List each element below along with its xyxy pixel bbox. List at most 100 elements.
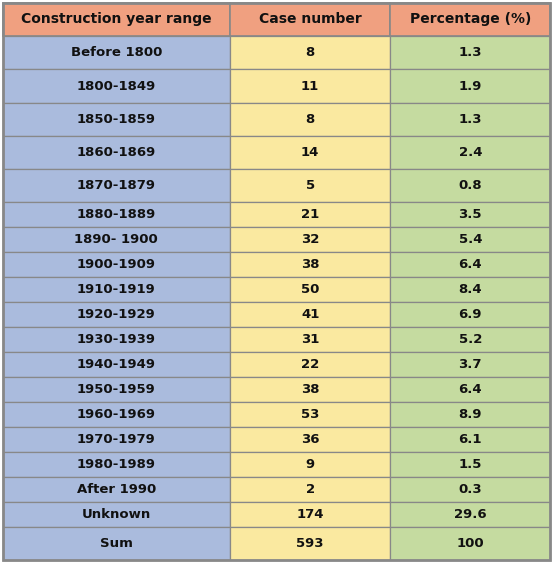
Text: 21: 21 bbox=[301, 208, 319, 221]
Bar bbox=[230, 136, 390, 169]
Text: 8: 8 bbox=[306, 113, 315, 126]
Text: 1860-1869: 1860-1869 bbox=[77, 146, 156, 159]
Bar bbox=[230, 69, 390, 102]
Bar bbox=[230, 427, 390, 452]
Text: 6.1: 6.1 bbox=[458, 433, 482, 446]
Bar bbox=[3, 452, 230, 477]
Bar bbox=[390, 477, 550, 502]
Bar bbox=[230, 302, 390, 327]
Bar bbox=[390, 377, 550, 402]
Bar bbox=[230, 527, 390, 560]
Bar bbox=[3, 3, 230, 36]
Text: 1.3: 1.3 bbox=[458, 113, 482, 126]
Bar bbox=[3, 136, 230, 169]
Bar bbox=[390, 102, 550, 136]
Text: 3.5: 3.5 bbox=[458, 208, 482, 221]
Text: 2.4: 2.4 bbox=[458, 146, 482, 159]
Bar bbox=[390, 302, 550, 327]
Text: 1910-1919: 1910-1919 bbox=[77, 283, 156, 296]
Text: 22: 22 bbox=[301, 358, 319, 371]
Bar bbox=[230, 227, 390, 252]
Bar bbox=[230, 452, 390, 477]
Text: 0.3: 0.3 bbox=[458, 483, 482, 496]
Bar bbox=[390, 502, 550, 527]
Bar bbox=[3, 278, 230, 302]
Bar bbox=[3, 502, 230, 527]
Text: Unknown: Unknown bbox=[82, 508, 151, 521]
Text: 1880-1889: 1880-1889 bbox=[77, 208, 156, 221]
Bar bbox=[230, 377, 390, 402]
Text: 38: 38 bbox=[301, 258, 320, 271]
Text: Sum: Sum bbox=[100, 537, 133, 550]
Text: 5.2: 5.2 bbox=[458, 333, 482, 346]
Text: 1890- 1900: 1890- 1900 bbox=[75, 234, 158, 247]
Text: 1.9: 1.9 bbox=[458, 79, 482, 92]
Text: 38: 38 bbox=[301, 383, 320, 396]
Text: 6.9: 6.9 bbox=[458, 309, 482, 321]
Bar bbox=[3, 477, 230, 502]
Text: 1980-1989: 1980-1989 bbox=[77, 458, 156, 471]
Text: Before 1800: Before 1800 bbox=[71, 46, 162, 59]
Bar bbox=[3, 327, 230, 352]
Bar bbox=[390, 203, 550, 227]
Bar bbox=[390, 427, 550, 452]
Text: 1920-1929: 1920-1929 bbox=[77, 309, 156, 321]
Text: 32: 32 bbox=[301, 234, 319, 247]
Text: 8.4: 8.4 bbox=[458, 283, 482, 296]
Text: 2: 2 bbox=[306, 483, 315, 496]
Text: 5: 5 bbox=[306, 180, 315, 193]
Text: 36: 36 bbox=[301, 433, 320, 446]
Bar bbox=[390, 227, 550, 252]
Bar bbox=[3, 377, 230, 402]
Text: 1960-1969: 1960-1969 bbox=[77, 408, 156, 421]
Text: 9: 9 bbox=[306, 458, 315, 471]
Bar bbox=[230, 203, 390, 227]
Text: 1900-1909: 1900-1909 bbox=[77, 258, 156, 271]
Text: 11: 11 bbox=[301, 79, 319, 92]
Bar bbox=[230, 402, 390, 427]
Text: 5.4: 5.4 bbox=[458, 234, 482, 247]
Text: 1930-1939: 1930-1939 bbox=[77, 333, 156, 346]
Text: 1870-1879: 1870-1879 bbox=[77, 180, 156, 193]
Text: 14: 14 bbox=[301, 146, 319, 159]
Text: Construction year range: Construction year range bbox=[21, 12, 212, 26]
Bar bbox=[230, 502, 390, 527]
Bar bbox=[230, 3, 390, 36]
Bar bbox=[390, 278, 550, 302]
Bar bbox=[3, 102, 230, 136]
Bar bbox=[3, 169, 230, 203]
Bar bbox=[390, 402, 550, 427]
Text: 1850-1859: 1850-1859 bbox=[77, 113, 156, 126]
Bar bbox=[230, 327, 390, 352]
Bar bbox=[230, 352, 390, 377]
Text: 1950-1959: 1950-1959 bbox=[77, 383, 156, 396]
Bar bbox=[3, 36, 230, 69]
Bar bbox=[390, 69, 550, 102]
Bar bbox=[390, 252, 550, 278]
Text: 50: 50 bbox=[301, 283, 319, 296]
Text: 174: 174 bbox=[296, 508, 324, 521]
Text: Case number: Case number bbox=[259, 12, 362, 26]
Text: 6.4: 6.4 bbox=[458, 383, 482, 396]
Bar bbox=[3, 402, 230, 427]
Bar bbox=[3, 252, 230, 278]
Text: 100: 100 bbox=[456, 537, 484, 550]
Bar bbox=[3, 527, 230, 560]
Bar bbox=[3, 302, 230, 327]
Text: 53: 53 bbox=[301, 408, 319, 421]
Text: 1800-1849: 1800-1849 bbox=[77, 79, 156, 92]
Text: 3.7: 3.7 bbox=[458, 358, 482, 371]
Bar bbox=[390, 527, 550, 560]
Bar bbox=[230, 169, 390, 203]
Text: Percentage (%): Percentage (%) bbox=[410, 12, 531, 26]
Bar bbox=[230, 36, 390, 69]
Text: 6.4: 6.4 bbox=[458, 258, 482, 271]
Text: 0.8: 0.8 bbox=[458, 180, 482, 193]
Bar bbox=[390, 169, 550, 203]
Text: 1.3: 1.3 bbox=[458, 46, 482, 59]
Text: 29.6: 29.6 bbox=[454, 508, 487, 521]
Bar bbox=[390, 3, 550, 36]
Text: After 1990: After 1990 bbox=[77, 483, 156, 496]
Text: 41: 41 bbox=[301, 309, 319, 321]
Bar bbox=[390, 136, 550, 169]
